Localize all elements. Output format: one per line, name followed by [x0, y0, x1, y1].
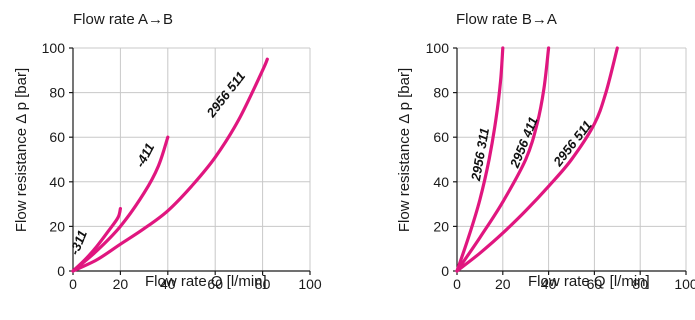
- x-tick-label: 20: [495, 276, 511, 292]
- chart-title: Flow rate B→A: [456, 11, 557, 28]
- y-tick-label: 80: [49, 85, 65, 101]
- x-tick-label: 40: [541, 276, 557, 292]
- x-tick-label: 0: [453, 276, 461, 292]
- chart-panel-a-to-b: Flow rate A→B Flow rate Q [l/min] Flow r…: [13, 11, 322, 292]
- y-tick-label: 100: [42, 40, 66, 56]
- series-line-2956-311: [455, 46, 505, 273]
- y-tick-label: 40: [49, 174, 65, 190]
- series-line-2956-511: [71, 57, 269, 273]
- chart-panel-b-to-a: Flow rate B→A Flow rate Q [l/min] Flow r…: [396, 11, 695, 292]
- y-axis-label: Flow resistance Δ p [bar]: [396, 68, 413, 232]
- y-tick-label: 0: [441, 263, 449, 279]
- y-tick-label: 80: [433, 85, 449, 101]
- y-tick-label: 0: [57, 263, 65, 279]
- x-tick-label: 0: [69, 276, 77, 292]
- grid: [73, 47, 311, 271]
- series-label: 2956 411: [507, 115, 541, 171]
- y-tick-label: 20: [49, 218, 65, 234]
- y-tick-label: 40: [433, 174, 449, 190]
- series-line-2956-411: [455, 46, 551, 273]
- series-label: -411: [132, 141, 157, 170]
- series-label: 2956 511: [550, 118, 595, 170]
- x-tick-label: 80: [632, 276, 648, 292]
- y-tick-label: 60: [433, 129, 449, 145]
- x-tick-label: 80: [255, 276, 271, 292]
- x-tick-label: 60: [207, 276, 223, 292]
- x-axis-label: Flow rate Q [l/min]: [528, 273, 650, 290]
- y-axis-label: Flow resistance Δ p [bar]: [13, 68, 30, 232]
- x-axis-label: Flow rate Q [l/min]: [145, 273, 267, 290]
- y-tick-label: 100: [426, 40, 450, 56]
- series-line-2956-511: [455, 46, 619, 273]
- y-tick-label: 60: [49, 129, 65, 145]
- series-label: -311: [67, 228, 90, 257]
- series-line-411: [71, 135, 170, 273]
- y-tick-label: 20: [433, 218, 449, 234]
- x-tick-label: 20: [113, 276, 129, 292]
- x-tick-label: 60: [587, 276, 603, 292]
- chart-title: Flow rate A→B: [73, 11, 173, 28]
- x-tick-label: 100: [674, 276, 695, 292]
- x-tick-label: 40: [160, 276, 176, 292]
- x-tick-label: 100: [298, 276, 322, 292]
